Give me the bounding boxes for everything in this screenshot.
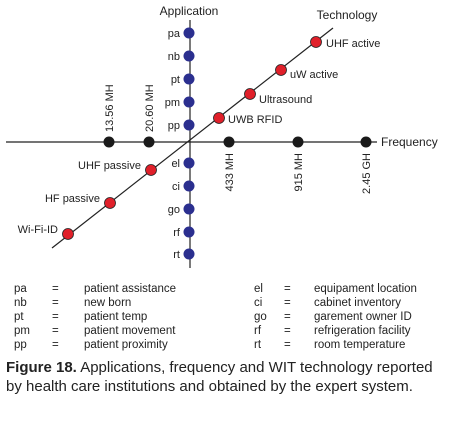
technology-label: UHF active [326, 38, 380, 50]
application-node-rf: rf [173, 226, 195, 239]
legend-def: cabinet inventory [314, 297, 401, 309]
legend-eq: = [284, 339, 291, 351]
legend-abbr: pa [14, 283, 27, 295]
legend-eq: = [52, 297, 59, 309]
legend-def: garement owner ID [314, 311, 412, 323]
technology-label: Wi-Fi-ID [18, 224, 58, 236]
legend-row-go: go = garement owner ID [254, 310, 444, 324]
legend-right-column: el = equipament location ci = cabinet in… [254, 282, 444, 352]
legend-def: refrigeration facility [314, 325, 411, 337]
technology-node-wi-fi-id: Wi-Fi-ID [18, 224, 74, 240]
application-label: pm [165, 97, 180, 109]
technology-node-uwb-rfid: UWB RFID [213, 112, 282, 126]
legend-def: room temperature [314, 339, 406, 351]
technology-label: UHF passive [78, 160, 141, 172]
application-label: pp [168, 120, 180, 132]
legend-def: patient movement [84, 325, 176, 337]
legend-row-pt: pt = patient temp [14, 310, 234, 324]
legend-abbr: pt [14, 311, 24, 323]
legend-row-el: el = equipament location [254, 282, 444, 296]
legend-row-nb: nb = new born [14, 296, 234, 310]
legend-def: patient assistance [84, 283, 177, 295]
frequency-label: 433 MH [224, 153, 236, 192]
application-label: rt [173, 249, 180, 261]
legend-eq: = [284, 311, 291, 323]
application-axis-title: Application [160, 4, 219, 18]
frequency-node-2-45: 2.45 GH [360, 136, 373, 194]
application-node-rt: rt [173, 248, 195, 261]
technology-node-hf-passive: HF passive [45, 193, 116, 209]
figure-caption-text: Applications, frequency and WIT technolo… [6, 359, 433, 395]
legend-def: equipament location [314, 283, 417, 295]
legend-eq: = [52, 325, 59, 337]
application-node-pa: pa [168, 27, 195, 40]
legend-eq: = [52, 283, 59, 295]
frequency-node-20-60: 20.60 MH [143, 84, 156, 148]
application-label: nb [168, 51, 180, 63]
legend-eq: = [52, 339, 59, 351]
application-label: rf [173, 227, 181, 239]
legend-def: new born [84, 297, 132, 309]
application-label: pt [171, 74, 180, 86]
technology-label: Ultrasound [259, 94, 312, 106]
legend-abbr: go [254, 311, 267, 323]
legend: pa = patient assistance nb = new born pt… [14, 282, 444, 352]
technology-label: UWB RFID [228, 114, 282, 126]
frequency-label: 13.56 MH [104, 84, 116, 132]
legend-row-pa: pa = patient assistance [14, 282, 234, 296]
legend-eq: = [284, 297, 291, 309]
frequency-node-433: 433 MH [223, 136, 236, 192]
application-node-go: go [168, 203, 195, 216]
application-node-el: el [171, 157, 195, 170]
legend-row-rt: rt = room temperature [254, 338, 444, 352]
legend-eq: = [52, 311, 59, 323]
frequency-label: 2.45 GH [361, 153, 373, 194]
legend-abbr: pm [14, 325, 30, 337]
legend-eq: = [284, 283, 291, 295]
application-label: el [171, 158, 180, 170]
frequency-axis-title: Frequency [381, 135, 438, 149]
technology-label: uW active [290, 69, 338, 81]
technology-label: HF passive [45, 193, 100, 205]
figure-caption: Figure 18. Applications, frequency and W… [6, 358, 446, 396]
legend-abbr: el [254, 283, 263, 295]
application-node-pp: pp [168, 119, 195, 132]
frequency-node-915: 915 MH [292, 136, 305, 192]
legend-def: patient temp [84, 311, 148, 323]
application-label: go [168, 204, 180, 216]
application-node-pt: pt [171, 73, 195, 86]
frequency-node-13-56: 13.56 MH [103, 84, 116, 148]
wit-diagram: Application Technology Frequency pa nb p… [6, 4, 438, 268]
technology-axis-title: Technology [317, 8, 378, 22]
application-node-ci: ci [172, 180, 195, 193]
legend-left-column: pa = patient assistance nb = new born pt… [14, 282, 234, 352]
technology-axis [51, 27, 334, 249]
legend-row-ci: ci = cabinet inventory [254, 296, 444, 310]
figure-caption-label: Figure 18. [6, 359, 77, 376]
legend-abbr: nb [14, 297, 27, 309]
legend-abbr: rt [254, 339, 262, 351]
technology-node-ultrasound: Ultrasound [244, 88, 312, 106]
legend-row-pp: pp = patient proximity [14, 338, 234, 352]
frequency-label: 915 MH [293, 153, 305, 192]
legend-abbr: pp [14, 339, 27, 351]
technology-node-uhf-active: UHF active [310, 36, 380, 50]
legend-row-rf: rf = refrigeration facility [254, 324, 444, 338]
legend-abbr: rf [254, 325, 262, 337]
application-node-nb: nb [168, 50, 195, 63]
legend-row-pm: pm = patient movement [14, 324, 234, 338]
application-label: ci [172, 181, 180, 193]
technology-node-uw-active: uW active [275, 64, 338, 81]
legend-abbr: ci [254, 297, 263, 309]
legend-eq: = [284, 325, 291, 337]
frequency-label: 20.60 MH [144, 84, 156, 132]
application-node-pm: pm [165, 96, 195, 109]
application-label: pa [168, 28, 181, 40]
legend-def: patient proximity [84, 339, 168, 351]
technology-node-uhf-passive: UHF passive [78, 160, 157, 176]
